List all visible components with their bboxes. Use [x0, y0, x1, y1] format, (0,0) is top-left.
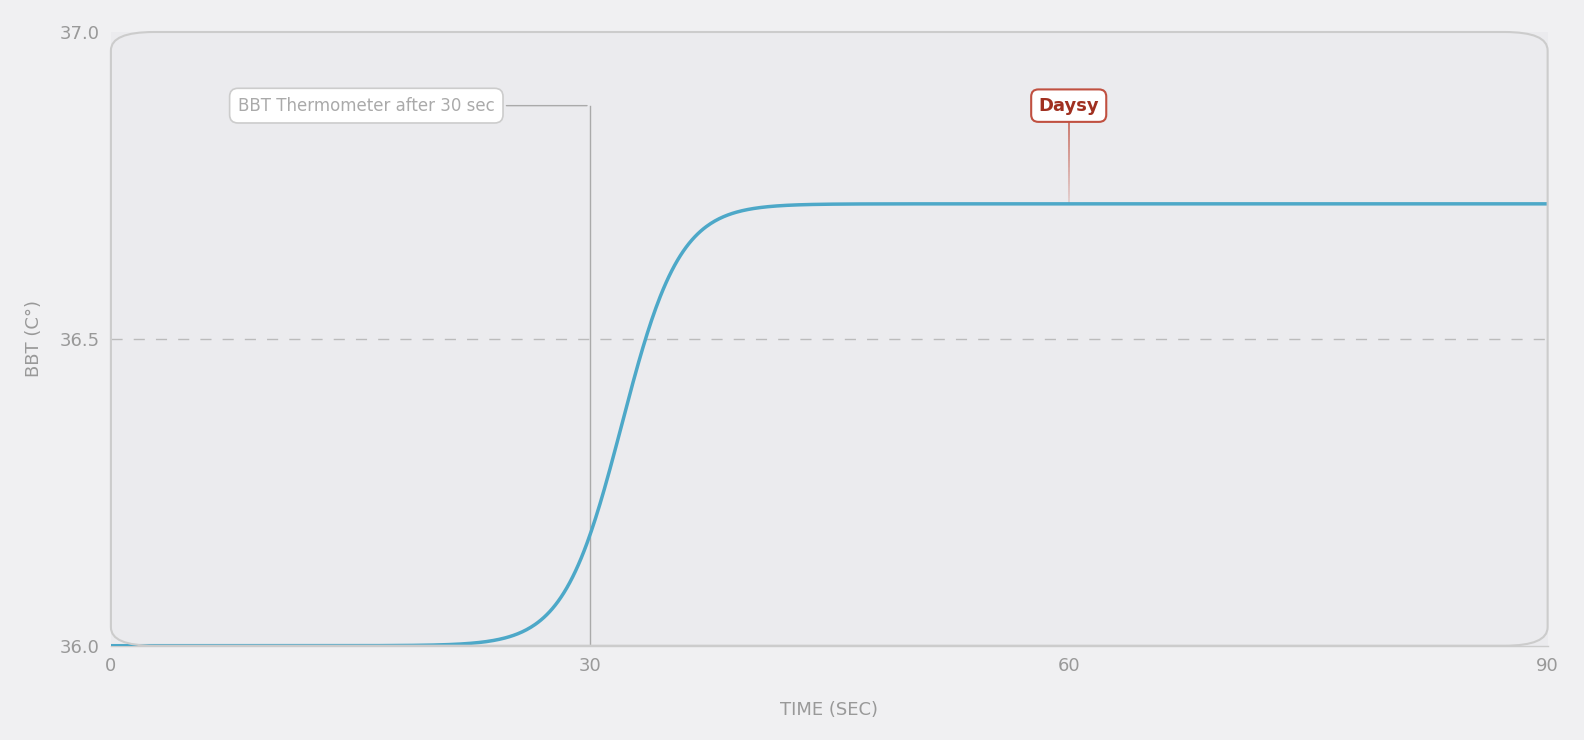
Text: TIME (SEC): TIME (SEC) — [781, 701, 878, 719]
Text: BBT Thermometer after 30 sec: BBT Thermometer after 30 sec — [238, 97, 588, 115]
Text: Daysy: Daysy — [1039, 97, 1099, 115]
Y-axis label: BBT (C°): BBT (C°) — [25, 300, 43, 377]
